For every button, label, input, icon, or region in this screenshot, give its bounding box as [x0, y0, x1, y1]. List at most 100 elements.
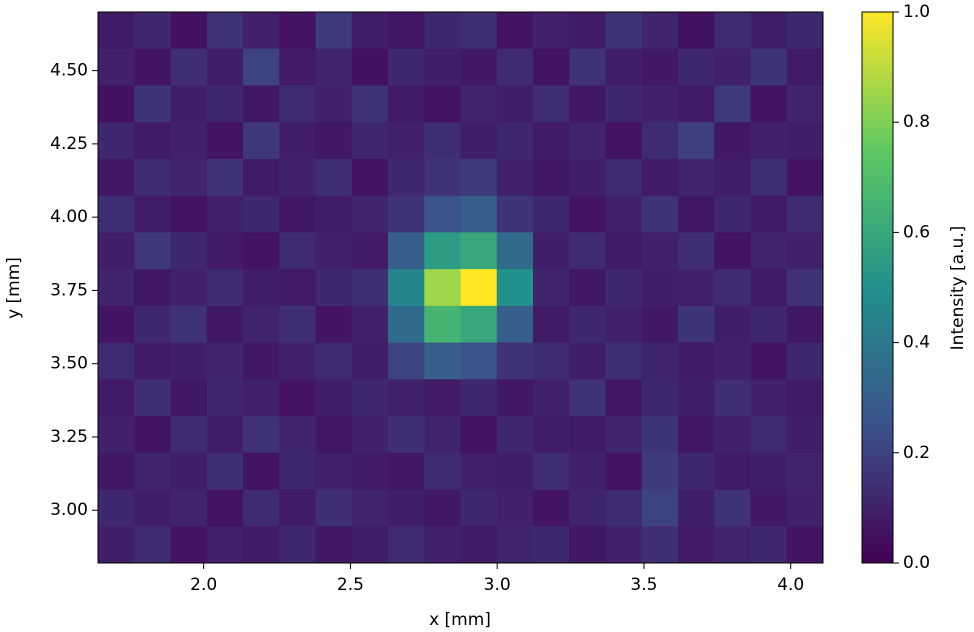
heatmap-cell: [98, 12, 135, 50]
heatmap-cell: [714, 379, 751, 417]
heatmap-cell: [714, 232, 751, 270]
heatmap-cell: [279, 158, 316, 197]
heatmap-cell: [460, 269, 498, 307]
heatmap-cell: [243, 269, 280, 307]
heatmap-cell: [279, 85, 316, 123]
y-tick-label: 4.25: [50, 134, 88, 154]
heatmap-cell: [678, 489, 715, 527]
heatmap-cell: [750, 122, 788, 160]
heatmap-cell: [315, 195, 353, 233]
heatmap-cell: [569, 269, 606, 307]
heatmap-cell: [243, 85, 280, 123]
y-tick-label: 3.00: [50, 500, 88, 520]
y-axis-label: y [mm]: [4, 257, 24, 319]
heatmap-cell: [206, 48, 244, 86]
heatmap-cell: [424, 85, 461, 123]
heatmap-cell: [460, 48, 498, 86]
heatmap-cell: [678, 195, 715, 233]
heatmap-cell: [641, 232, 679, 270]
heatmap-cell: [641, 452, 679, 491]
heatmap-cell: [98, 158, 135, 197]
heatmap-cell: [786, 158, 824, 197]
heatmap-cell: [170, 269, 208, 307]
heatmap-cell: [641, 48, 679, 86]
x-axis-label: x [mm]: [429, 610, 491, 630]
heatmap-cell: [641, 12, 679, 50]
heatmap-cell: [206, 379, 244, 417]
heatmap-cell: [786, 452, 824, 491]
heatmap-cell: [641, 526, 679, 564]
heatmap-cell: [714, 122, 751, 160]
heatmap-cell: [134, 85, 171, 123]
heatmap-cell: [351, 489, 389, 527]
y-tick-label: 3.50: [50, 354, 88, 374]
heatmap-cell: [678, 342, 715, 380]
heatmap-cell: [533, 416, 570, 454]
heatmap-cell: [605, 48, 643, 86]
heatmap-cell: [750, 489, 788, 527]
heatmap-cell: [605, 269, 643, 307]
heatmap-cell: [206, 342, 244, 380]
heatmap-cell: [424, 12, 461, 50]
y-tick-label: 4.50: [50, 61, 88, 81]
heatmap-cell: [641, 342, 679, 380]
heatmap-cell: [351, 452, 389, 491]
heatmap-cell: [786, 526, 824, 564]
heatmap-cell: [388, 269, 425, 307]
heatmap-cell: [388, 158, 425, 197]
y-tick-label: 3.25: [50, 427, 88, 447]
heatmap-cell: [351, 379, 389, 417]
heatmap-cell: [388, 526, 425, 564]
heatmap-cell: [641, 195, 679, 233]
heatmap-cell: [750, 269, 788, 307]
heatmap-cell: [750, 305, 788, 344]
heatmap-cell: [533, 12, 570, 50]
heatmap-cell: [170, 526, 208, 564]
heatmap-cell: [351, 12, 389, 50]
heatmap-cell: [134, 48, 171, 86]
heatmap-cell: [533, 269, 570, 307]
heatmap-cell: [424, 269, 461, 307]
heatmap-cell: [750, 48, 788, 86]
heatmap-cell: [460, 158, 498, 197]
heatmap-cell: [569, 195, 606, 233]
heatmap-cell: [243, 122, 280, 160]
heatmap-cell: [424, 158, 461, 197]
heatmap-cell: [98, 85, 135, 123]
heatmap-cell: [605, 158, 643, 197]
heatmap-cell: [315, 269, 353, 307]
heatmap-cell: [786, 416, 824, 454]
heatmap-cell: [134, 12, 171, 50]
heatmap-cell: [134, 342, 171, 380]
heatmap-cell: [351, 122, 389, 160]
heatmap-cell: [279, 452, 316, 491]
heatmap-cell: [315, 85, 353, 123]
heatmap-cell: [170, 489, 208, 527]
heatmap-cell: [279, 342, 316, 380]
heatmap-cell: [98, 232, 135, 270]
heatmap-cell: [496, 489, 534, 527]
heatmap-cell: [460, 305, 498, 344]
heatmap-cell: [206, 489, 244, 527]
heatmap-cell: [206, 158, 244, 197]
heatmap-cell: [206, 305, 244, 344]
heatmap-cell: [460, 85, 498, 123]
heatmap-cell: [424, 232, 461, 270]
heatmap-cell: [388, 48, 425, 86]
heatmap-cell: [279, 269, 316, 307]
heatmap-cell: [569, 305, 606, 344]
heatmap-cell: [496, 122, 534, 160]
heatmap-cell: [714, 526, 751, 564]
heatmap-cell: [351, 232, 389, 270]
heatmap-cell: [98, 416, 135, 454]
heatmap-cell: [460, 489, 498, 527]
heatmap-cell: [315, 526, 353, 564]
colorbar-tick-label: 0.8: [903, 112, 930, 132]
heatmap-cell: [714, 489, 751, 527]
heatmap-cell: [206, 122, 244, 160]
heatmap-cell: [170, 122, 208, 160]
heatmap-cell: [496, 48, 534, 86]
heatmap-cell: [786, 342, 824, 380]
heatmap-cell: [98, 526, 135, 564]
heatmap-cell: [98, 342, 135, 380]
